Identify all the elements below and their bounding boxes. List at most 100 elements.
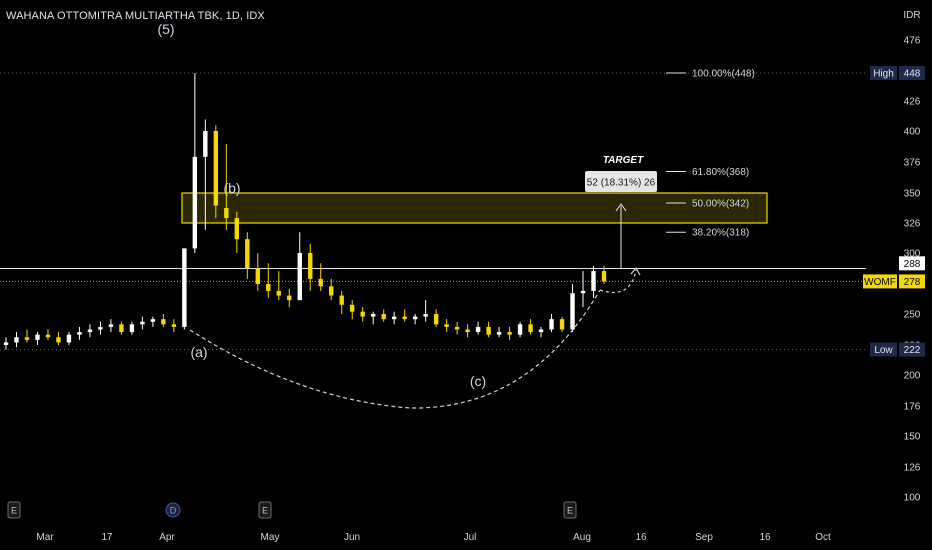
candle-body [192,156,198,249]
measure-label: 52 (18.31%) 26 [587,178,656,189]
fib-label: 50.00%(342) [692,199,749,210]
zone-rect [181,192,768,224]
fibonacci-levels: 100.00%(448) 61.80%(368) 50.00%(342) 38.20%… [666,69,755,239]
candle-body [182,248,187,327]
candle-body [245,239,250,269]
time-label: Aug [573,532,591,543]
earnings-marker-label: E [567,506,573,516]
time-label: 16 [635,532,647,543]
candle-body [129,324,135,333]
time-label: Jun [344,532,360,543]
candle-body [56,337,61,343]
candle-body [528,324,533,333]
price-tick-label: 426 [904,97,921,108]
candle-body [350,304,355,312]
candle-body [423,314,428,317]
candle-body [24,337,30,340]
dividend-marker-label: D [170,506,177,516]
candle-body [549,319,554,330]
symbol-badge-tag-bg [863,274,897,289]
target-label: TARGET [603,155,644,166]
earnings-marker [563,501,577,519]
time-label: Jul [464,532,477,543]
candle-body [87,329,93,333]
candle-body [14,337,19,343]
price-tick-label: 250 [904,310,921,321]
wave-5-label: (5) [157,21,174,37]
candle-body [412,316,418,320]
low-badge-value: 222 [904,345,921,356]
candle-body [329,286,334,296]
candle-body [339,295,344,305]
candle-body [381,314,386,320]
time-axis: Mar 17 Apr May Jun Jul Aug 16 Sep 16 Oct [36,532,831,543]
candle-body [45,334,51,338]
candle-body [496,332,502,335]
price-tick-label: 400 [904,127,921,138]
candle-body [402,316,407,320]
price-tick-label: 176 [904,402,921,413]
earnings-marker [7,501,21,519]
candle-body [35,334,40,340]
symbol-badge-tag: WOMF [864,277,896,288]
candle-body [360,311,365,317]
wave-c-label: (c) [470,373,486,389]
earnings-marker-label: E [11,506,17,516]
dividend-marker [165,502,181,518]
price-tick-label: 300 [904,249,921,260]
candle-body [150,319,156,322]
price-tick-label: 476 [904,36,921,47]
measure-box [585,171,657,192]
candle-body [3,342,9,345]
candle-body [234,218,240,240]
wave-b-label: (b) [223,180,240,196]
symbol-badge-value-bg [899,274,925,289]
candle-body [465,329,470,333]
candlestick-series [3,73,607,350]
current-badge-value: 288 [904,259,921,270]
candle-body [224,208,229,218]
candle-body [171,324,177,327]
projection-arrowhead [630,266,641,276]
low-badge-tag-bg [870,342,897,357]
candle-body [287,295,292,301]
candle-body [213,131,219,206]
candle-body [255,268,260,284]
projection-arc [599,269,637,294]
high-badge-tag-bg [870,66,897,80]
candle-body [140,321,145,325]
price-axis: IDR1001261501762002262502763003263503764… [863,0,932,522]
candle-body [98,326,103,330]
low-badge-tag: Low [874,345,893,356]
symbol-title: WAHANA OTTOMITRA MULTIARTHA TBK, 1D, IDX [6,10,265,22]
price-tick-label: 350 [904,189,921,200]
fib-label: 38.20%(318) [692,228,749,239]
fib-label: 61.80%(368) [692,167,749,178]
candle-body [538,329,544,333]
price-tick-label: 126 [904,463,921,474]
earnings-marker [258,501,272,519]
candle-body [507,332,512,335]
price-tick-label: 100 [904,493,921,504]
candle-body [161,319,166,325]
dotted-guides [0,72,866,351]
fib-label: 100.00%(448) [692,69,755,80]
candle-body [517,324,523,335]
price-tick-label: 200 [904,371,921,382]
time-label: Mar [36,532,54,543]
candle-body [570,293,575,330]
candle-body [391,316,397,320]
candle-body [308,253,313,279]
price-tick-label: 376 [904,158,921,169]
price-tick-label: 150 [904,432,921,443]
candle-body [580,290,586,294]
candle-body [77,332,82,335]
wave-c-arc [189,289,601,409]
candle-body [591,271,596,291]
time-label: May [261,532,280,543]
high-badge-value: 448 [904,69,921,80]
price-tick-label: 326 [904,219,921,230]
candle-body [318,278,323,287]
